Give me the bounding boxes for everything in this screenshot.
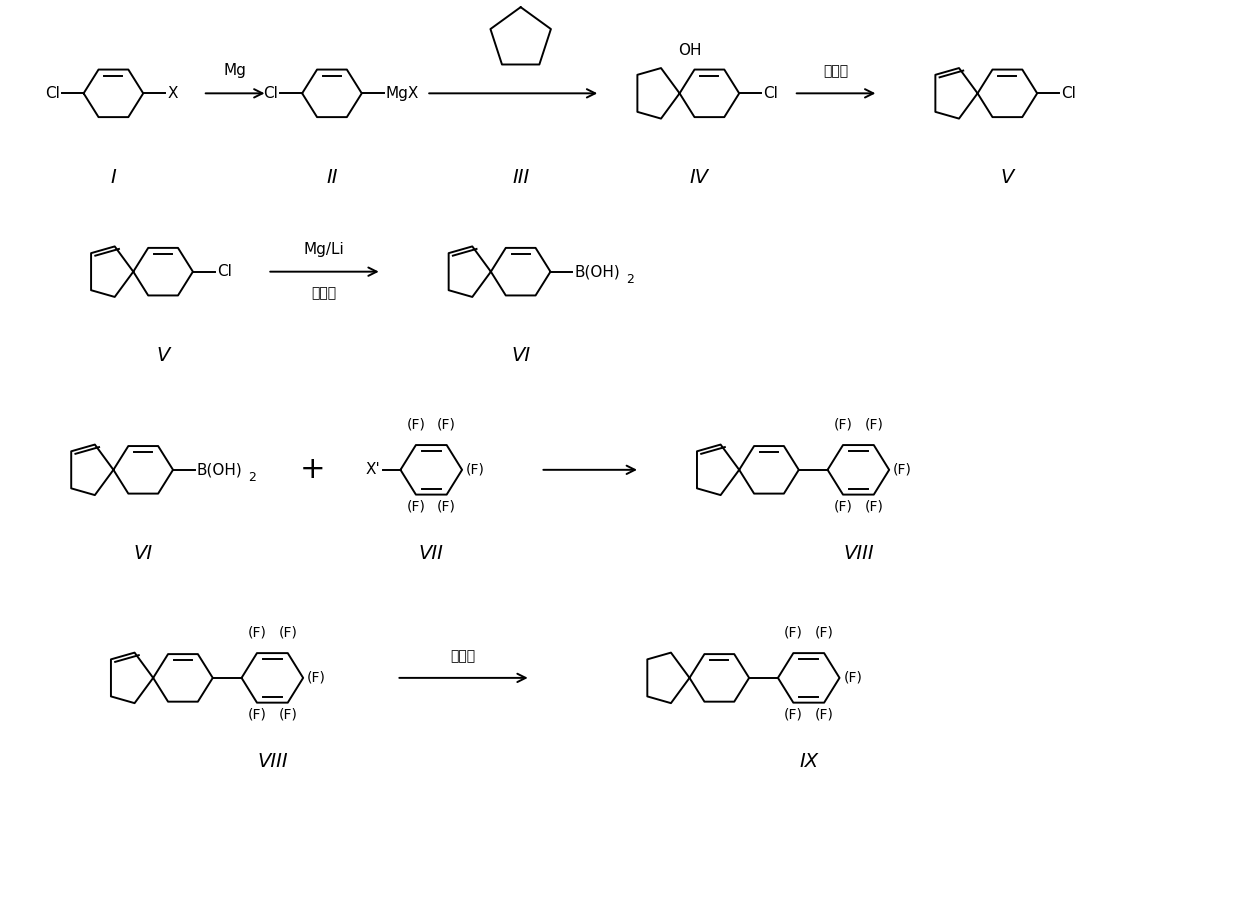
Text: 固体酸: 固体酸 bbox=[823, 64, 848, 78]
Text: (F): (F) bbox=[466, 463, 485, 477]
Text: Mg: Mg bbox=[223, 63, 246, 78]
Text: X': X' bbox=[366, 463, 381, 477]
Text: I: I bbox=[110, 168, 117, 187]
Text: (F): (F) bbox=[308, 671, 326, 685]
Text: Mg/Li: Mg/Li bbox=[304, 242, 345, 257]
Text: OH: OH bbox=[678, 42, 702, 58]
Text: VIII: VIII bbox=[843, 544, 874, 563]
Text: II: II bbox=[326, 168, 337, 187]
Text: (F): (F) bbox=[864, 500, 883, 513]
Text: VI: VI bbox=[511, 346, 531, 365]
Text: (F): (F) bbox=[278, 707, 298, 722]
Text: (F): (F) bbox=[407, 418, 425, 431]
Text: (F): (F) bbox=[248, 625, 267, 640]
Text: MgX: MgX bbox=[386, 86, 419, 101]
Text: (F): (F) bbox=[784, 625, 802, 640]
Text: B(OH): B(OH) bbox=[574, 264, 620, 280]
Text: (F): (F) bbox=[843, 671, 862, 685]
Text: VI: VI bbox=[134, 544, 153, 563]
Text: (F): (F) bbox=[815, 625, 833, 640]
Text: Cl: Cl bbox=[763, 86, 777, 101]
Text: 2: 2 bbox=[626, 273, 634, 286]
Text: B(OH): B(OH) bbox=[197, 463, 243, 477]
Text: (F): (F) bbox=[864, 418, 883, 431]
Text: Cl: Cl bbox=[263, 86, 278, 101]
Text: III: III bbox=[512, 168, 529, 187]
Text: 硼酸酯: 硼酸酯 bbox=[311, 287, 336, 300]
Text: (F): (F) bbox=[833, 500, 852, 513]
Text: (F): (F) bbox=[407, 500, 425, 513]
Text: (F): (F) bbox=[833, 418, 852, 431]
Text: V: V bbox=[1001, 168, 1014, 187]
Text: X: X bbox=[167, 86, 177, 101]
Text: VIII: VIII bbox=[257, 752, 288, 771]
Text: (F): (F) bbox=[438, 418, 456, 431]
Text: Cl: Cl bbox=[1061, 86, 1076, 101]
Text: IX: IX bbox=[799, 752, 818, 771]
Text: 催化剂: 催化剂 bbox=[450, 649, 476, 663]
Text: (F): (F) bbox=[815, 707, 833, 722]
Text: VII: VII bbox=[419, 544, 444, 563]
Text: V: V bbox=[156, 346, 170, 365]
Text: (F): (F) bbox=[278, 625, 298, 640]
Text: IV: IV bbox=[689, 168, 709, 187]
Text: 2: 2 bbox=[248, 471, 257, 484]
Text: (F): (F) bbox=[893, 463, 913, 477]
Text: Cl: Cl bbox=[45, 86, 60, 101]
Text: (F): (F) bbox=[248, 707, 267, 722]
Text: (F): (F) bbox=[438, 500, 456, 513]
Text: (F): (F) bbox=[784, 707, 802, 722]
Text: +: + bbox=[299, 456, 325, 484]
Text: Cl: Cl bbox=[217, 264, 232, 280]
